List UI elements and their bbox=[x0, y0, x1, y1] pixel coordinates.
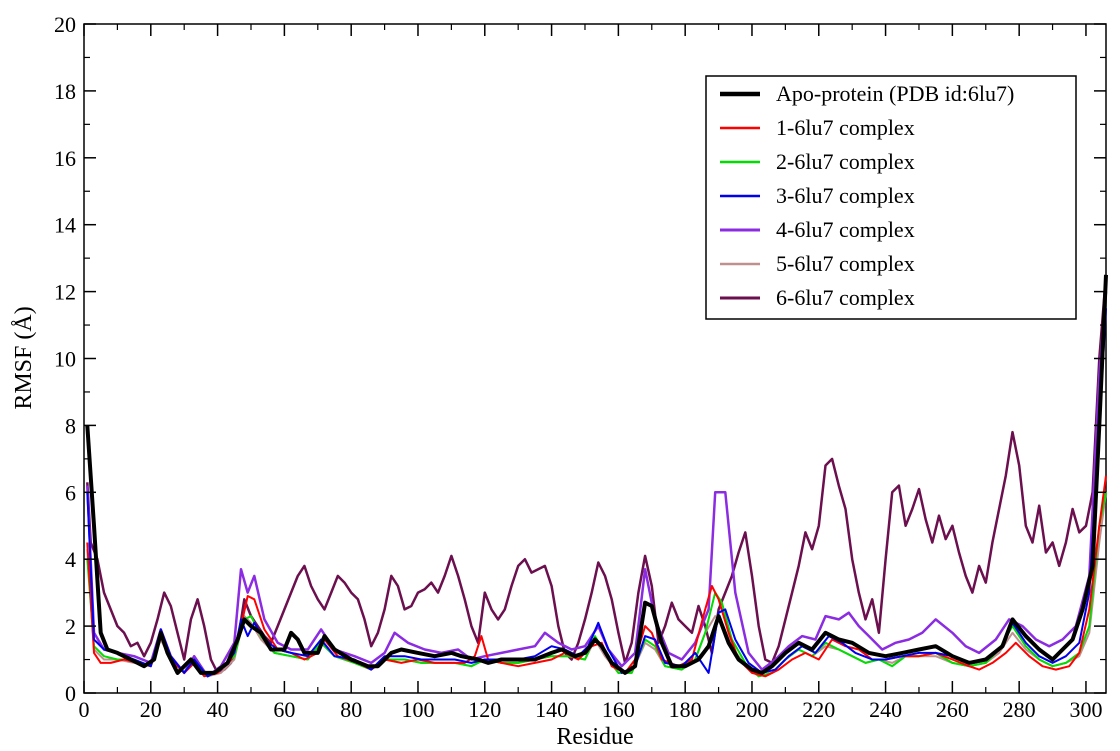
y-tick-label: 6 bbox=[65, 480, 76, 505]
x-tick-label: 220 bbox=[802, 697, 835, 722]
legend-label: 3-6lu7 complex bbox=[776, 183, 915, 208]
x-tick-label: 80 bbox=[340, 697, 362, 722]
y-tick-label: 14 bbox=[54, 213, 76, 238]
legend-items: Apo-protein (PDB id:6lu7) 1-6lu7 complex 2… bbox=[720, 81, 1014, 310]
series-layer bbox=[85, 274, 1108, 678]
x-tick-label: 100 bbox=[401, 697, 434, 722]
y-tick-label: 10 bbox=[54, 347, 76, 372]
axis-layer: 0 20 40 60 80 100 120 140 160 180 200 220 240 260 280 3… bbox=[54, 12, 1106, 722]
x-tick-label: 20 bbox=[140, 697, 162, 722]
x-tick-label: 180 bbox=[669, 697, 702, 722]
x-tick-label: 300 bbox=[1069, 697, 1102, 722]
y-tick-label: 20 bbox=[54, 12, 76, 37]
x-tick-label: 280 bbox=[1003, 697, 1036, 722]
y-tick-label: 16 bbox=[54, 146, 76, 171]
series-line-3 bbox=[86, 308, 1107, 678]
legend-label: 5-6lu7 complex bbox=[776, 251, 915, 276]
legend-label: 4-6lu7 complex bbox=[776, 217, 915, 242]
x-tick-label: 200 bbox=[735, 697, 768, 722]
y-axis-title: RMSF (Å) bbox=[11, 306, 37, 409]
x-tick-label: 140 bbox=[535, 697, 568, 722]
legend-box bbox=[705, 75, 1077, 320]
legend-label: 1-6lu7 complex bbox=[776, 115, 915, 140]
legend-label: 2-6lu7 complex bbox=[776, 149, 915, 174]
x-axis-title: Residue bbox=[556, 724, 633, 750]
y-tick-label: 0 bbox=[65, 681, 76, 706]
y-tick-label: 18 bbox=[54, 79, 76, 104]
y-tick-label: 12 bbox=[54, 280, 76, 305]
legend-label: 6-6lu7 complex bbox=[776, 285, 915, 310]
x-tick-label: 40 bbox=[207, 697, 229, 722]
legend: Apo-protein (PDB id:6lu7) 1-6lu7 complex 2… bbox=[705, 75, 1077, 320]
x-tick-label: 160 bbox=[602, 697, 635, 722]
x-tick-label: 0 bbox=[79, 697, 90, 722]
y-tick-label: 8 bbox=[65, 413, 76, 438]
y-tick-label: 2 bbox=[65, 614, 76, 639]
series-line-apo bbox=[85, 274, 1108, 675]
legend-label: Apo-protein (PDB id:6lu7) bbox=[776, 81, 1014, 106]
x-tick-label: 260 bbox=[936, 697, 969, 722]
y-tick-label: 4 bbox=[65, 547, 76, 572]
x-tick-label: 120 bbox=[468, 697, 501, 722]
x-tick-label: 60 bbox=[273, 697, 295, 722]
x-tick-label: 240 bbox=[869, 697, 902, 722]
